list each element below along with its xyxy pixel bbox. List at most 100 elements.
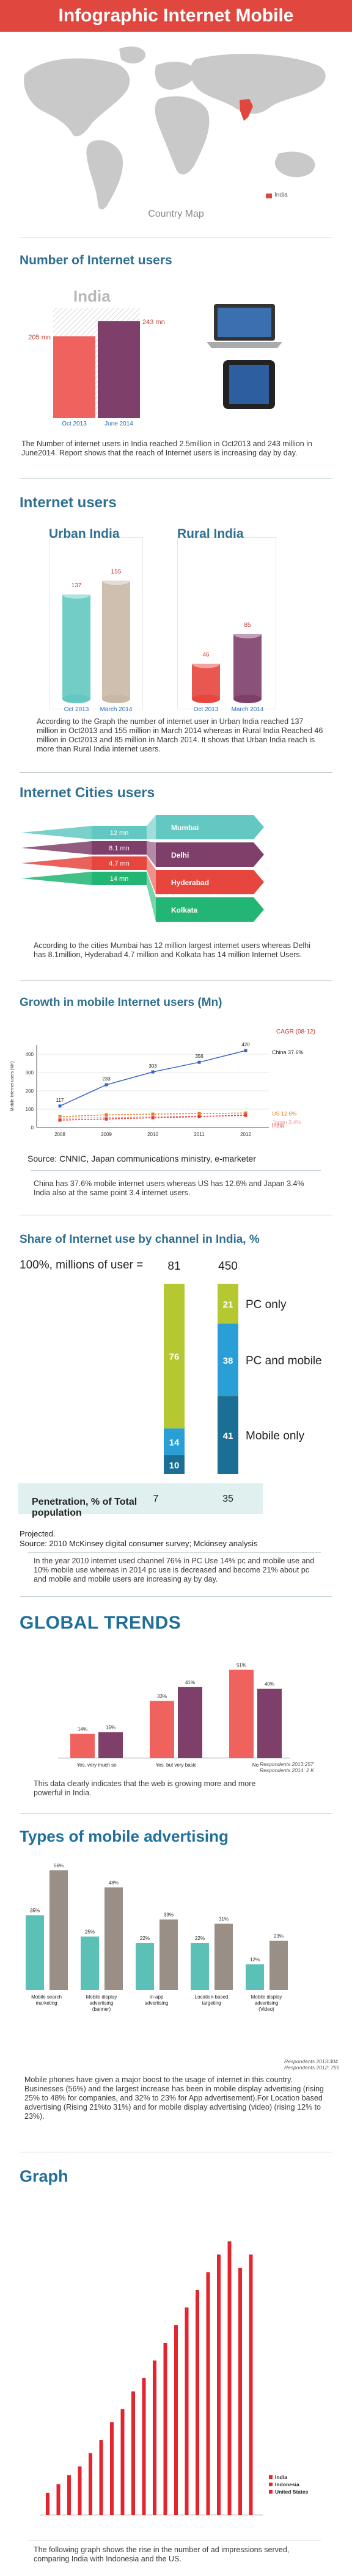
data-label: 4.7 mn (109, 860, 130, 867)
tick-label: Location-based (195, 1994, 229, 2000)
bar (153, 2360, 156, 2515)
section-body-text: Mobile phones have given a major boost t… (24, 2075, 324, 2121)
tick-label: 400 (26, 1052, 34, 1057)
tick-label: 2008 (54, 1132, 65, 1137)
divider (20, 478, 332, 479)
urban-panel (49, 537, 143, 709)
bar (270, 1941, 288, 1990)
data-label: 14 mn (110, 875, 129, 883)
share-section: Share of Internet use by channel in Indi… (0, 1221, 352, 1612)
data-point (58, 1115, 62, 1118)
tick-label: Mobile search (31, 1994, 62, 2000)
section-title: Growth in mobile Internet users (Mn) (20, 996, 222, 1009)
bar-top (233, 629, 262, 639)
data-point (105, 1113, 108, 1116)
bar-top (192, 659, 220, 668)
stack-segment (164, 1284, 185, 1429)
tick-label: advertising (90, 2000, 114, 2006)
legend-label: PC and mobile (246, 1355, 322, 1367)
bar (174, 2325, 178, 2515)
stack-segment (218, 1323, 238, 1397)
data-label: 85 (244, 622, 251, 629)
legend-swatch (269, 2475, 273, 2479)
data-label: 41 (223, 1431, 233, 1441)
tick-label: (Video) (258, 2006, 274, 2012)
legend-label: Mobile only (246, 1430, 305, 1442)
bar (78, 2466, 82, 2515)
data-label: 14% (78, 1726, 87, 1732)
connector-shape (147, 841, 156, 867)
bar (131, 2391, 135, 2515)
tick-label: June 2014 (105, 421, 133, 427)
data-label: 33% (157, 1694, 167, 1699)
legend-swatch (269, 2490, 273, 2494)
tick-label: targeting (202, 2000, 221, 2006)
category-total: 81 (167, 1260, 180, 1273)
urban-title: Urban India (49, 527, 120, 541)
bar (217, 2254, 221, 2515)
rural-title: Rural India (177, 527, 244, 541)
penetration-label: Penetration, % of Total population (32, 1497, 138, 1518)
data-label: 420 (241, 1042, 250, 1047)
data-label: 205 mn (28, 334, 51, 341)
legend-swatch (269, 2483, 273, 2486)
legend-label: United States (275, 2489, 309, 2495)
graph-section: Graph India Indonesia United States The fo… (0, 2155, 352, 2576)
bar (142, 2378, 146, 2515)
tick-label: March 2014 (100, 706, 133, 713)
page-title: Infographic Internet Mobile (0, 0, 352, 32)
india-users-chart: Oct 2013 205 mn June 2014 243 mn (28, 308, 165, 427)
data-label: 117 (56, 1098, 64, 1103)
data-point (58, 1104, 62, 1108)
bar (246, 1964, 264, 1990)
bar (67, 2475, 71, 2515)
data-label: 21 (223, 1300, 233, 1310)
bar-base (62, 695, 90, 703)
data-label: 76 (169, 1352, 180, 1362)
data-point (197, 1060, 201, 1064)
divider (20, 1813, 332, 1814)
series-label: US 12.6% (272, 1110, 297, 1116)
value-strip (92, 841, 147, 855)
advertising-section: Types of mobile advertising 35% 56% Mobile… (0, 1816, 352, 2152)
section-title: GLOBAL TRENDS (20, 1613, 182, 1633)
city-label: Hyderabad (171, 878, 209, 887)
trends-chart: 14% 15% Yes, very much so 33% 41% Yes, but ve… (58, 1663, 290, 1768)
value-strip (92, 872, 147, 885)
section-title: Internet Cities users (20, 784, 155, 800)
bar (89, 2453, 92, 2515)
data-point (197, 1115, 201, 1118)
map-caption: Country Map (148, 209, 204, 219)
trends-section: GLOBAL TRENDS 14% 15% Yes, very much so 33%… (0, 1599, 352, 1831)
data-label: 35% (30, 1908, 40, 1914)
data-point (58, 1118, 62, 1122)
data-label: 40% (265, 1682, 274, 1687)
data-label: 22% (195, 1936, 205, 1941)
data-label: 14 (169, 1438, 180, 1448)
axis-label: Mobile Internet users (Mn) (10, 1062, 15, 1112)
north-america-shape (24, 58, 130, 137)
divider (20, 1596, 332, 1597)
urban-rural-chart: 137 Oct 2013 155 March 2014 46 Oct 2013 85 Marc… (62, 568, 264, 713)
data-label: 243 mn (142, 319, 165, 326)
section-body-text: The following graph shows the rise in th… (34, 2545, 290, 2563)
stack-segment (218, 1284, 238, 1324)
bar (120, 2409, 125, 2515)
bar (46, 2492, 50, 2515)
section-body-text: China has 37.6% mobile internet users wh… (34, 1179, 304, 1197)
africa-shape (155, 96, 210, 175)
tick-label: 2009 (101, 1132, 112, 1137)
tick-label: Yes, but very basic (156, 1762, 197, 1768)
data-label: 8.1 mn (109, 845, 130, 852)
map-legend-label: India (274, 192, 288, 198)
asia-shape (189, 54, 326, 114)
section-body-text: This data clearly indicates that the web… (34, 1779, 256, 1797)
data-point (151, 1112, 155, 1116)
city-label: Delhi (171, 851, 189, 859)
bar-base (192, 695, 220, 703)
city-banner (156, 842, 264, 867)
data-label: 15% (106, 1725, 116, 1731)
value-strip (92, 826, 147, 839)
bar (192, 664, 220, 699)
bar (238, 2268, 242, 2515)
